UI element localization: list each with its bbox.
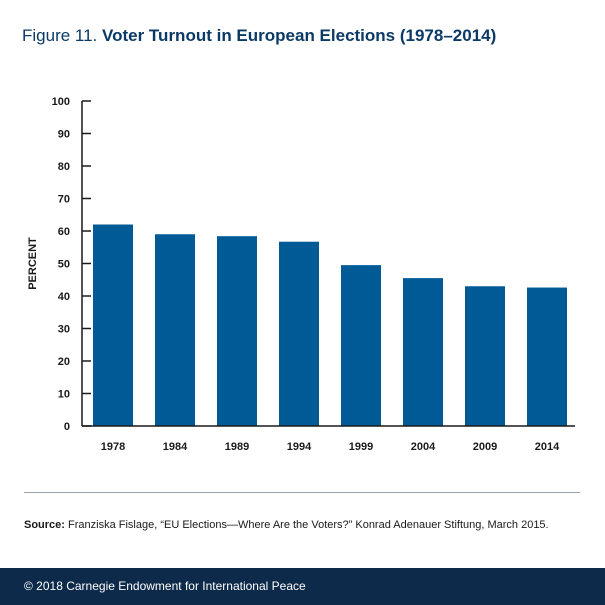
y-tick-label: 80 [58,161,70,173]
y-tick-label: 20 [58,356,70,368]
bar-1978 [93,224,133,426]
chart-title-text: Voter Turnout in European Elections (197… [102,26,497,45]
bar-2004 [403,278,443,426]
x-tick-label: 2009 [473,441,497,453]
y-tick-label: 0 [64,421,70,433]
divider-line [24,492,580,493]
source-label: Source: [24,519,65,531]
y-tick-label: 10 [58,389,70,401]
y-axis-title: PERCENT [27,237,39,290]
y-tick-label: 30 [58,324,70,336]
bar-1994 [279,241,319,426]
y-tick-label: 50 [58,259,70,271]
bar-1999 [341,265,381,426]
x-tick-label: 1978 [101,441,125,453]
source-text: Franziska Fislage, “EU Elections—Where A… [68,519,549,531]
bar-1989 [217,236,257,426]
x-tick-label: 1994 [287,441,312,453]
x-tick-label: 2014 [535,441,560,453]
x-tick-label: 1989 [225,441,249,453]
x-tick-label: 1984 [163,441,188,453]
y-tick-label: 40 [58,291,70,303]
y-tick-label: 70 [58,194,70,206]
source-note: Source: Franziska Fislage, “EU Elections… [24,519,584,531]
chart-title: Figure 11. Voter Turnout in European Ele… [22,26,496,46]
y-tick-label: 60 [58,226,70,238]
y-tick-label: 100 [52,96,70,108]
bar-chart: PERCENT 0 10 20 30 40 50 60 70 80 90 100 1978 1984 1… [27,96,575,453]
figure-label: Figure 11. [22,26,98,45]
x-tick-label: 1999 [349,441,373,453]
bar-2009 [465,286,505,426]
copyright-text: © 2018 Carnegie Endowment for Internatio… [24,579,306,593]
bar-2014 [527,287,567,426]
bar-1984 [155,234,195,426]
y-tick-label: 90 [58,129,70,141]
footer-bar: © 2018 Carnegie Endowment for Internatio… [0,568,605,605]
x-tick-label: 2004 [411,441,436,453]
